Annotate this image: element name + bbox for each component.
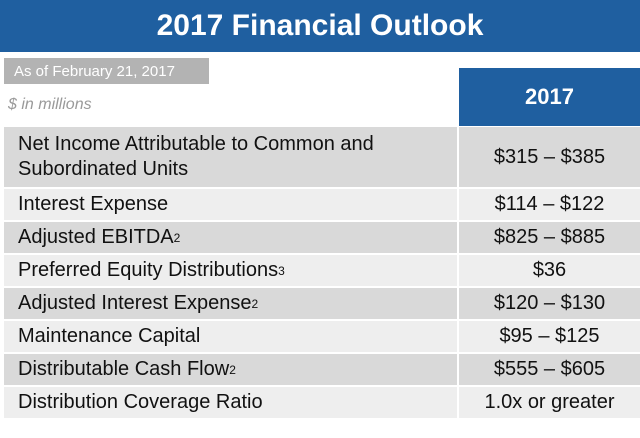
row-value: $825 – $885 bbox=[459, 222, 640, 253]
row-label-text: Adjusted Interest Expense bbox=[18, 292, 252, 314]
row-value: $95 – $125 bbox=[459, 321, 640, 352]
year-column-header: 2017 bbox=[459, 68, 640, 126]
table-row: Net Income Attributable to Common and Su… bbox=[4, 127, 640, 189]
row-label: Adjusted EBITDA 2 bbox=[4, 222, 457, 253]
row-label-text: Distribution Coverage Ratio bbox=[18, 391, 263, 413]
table-row: Distribution Coverage Ratio 1.0x or grea… bbox=[4, 387, 640, 420]
table-row: Preferred Equity Distributions 3 $36 bbox=[4, 255, 640, 288]
row-label: Interest Expense bbox=[4, 189, 457, 220]
table-row: Interest Expense $114 – $122 bbox=[4, 189, 640, 222]
table-row: Maintenance Capital $95 – $125 bbox=[4, 321, 640, 354]
row-label-text: Maintenance Capital bbox=[18, 325, 201, 347]
row-value: $120 – $130 bbox=[459, 288, 640, 319]
table-row: Distributable Cash Flow 2 $555 – $605 bbox=[4, 354, 640, 387]
row-label: Net Income Attributable to Common and Su… bbox=[4, 127, 457, 187]
page-title: 2017 Financial Outlook bbox=[156, 9, 484, 42]
row-label: Preferred Equity Distributions 3 bbox=[4, 255, 457, 286]
as-of-date-badge: As of February 21, 2017 bbox=[4, 58, 209, 84]
row-label-text: Interest Expense bbox=[18, 193, 169, 215]
table-row: Adjusted Interest Expense 2 $120 – $130 bbox=[4, 288, 640, 321]
row-label-text: Adjusted EBITDA bbox=[18, 226, 174, 248]
row-value: $555 – $605 bbox=[459, 354, 640, 385]
row-label-text: Net Income Attributable to Common and Su… bbox=[18, 133, 374, 180]
row-label: Maintenance Capital bbox=[4, 321, 457, 352]
table-row: Adjusted EBITDA 2 $825 – $885 bbox=[4, 222, 640, 255]
row-label: Adjusted Interest Expense 2 bbox=[4, 288, 457, 319]
row-label-text: Preferred Equity Distributions bbox=[18, 259, 279, 281]
row-value: 1.0x or greater bbox=[459, 387, 640, 418]
row-value: $315 – $385 bbox=[459, 127, 640, 187]
outlook-table: Net Income Attributable to Common and Su… bbox=[4, 127, 640, 420]
row-label-text: Distributable Cash Flow bbox=[18, 358, 230, 380]
row-value: $36 bbox=[459, 255, 640, 286]
units-note: $ in millions bbox=[8, 96, 92, 113]
row-label: Distributable Cash Flow 2 bbox=[4, 354, 457, 385]
row-label: Distribution Coverage Ratio bbox=[4, 387, 457, 418]
row-value: $114 – $122 bbox=[459, 189, 640, 220]
title-bar: 2017 Financial Outlook bbox=[0, 0, 640, 52]
